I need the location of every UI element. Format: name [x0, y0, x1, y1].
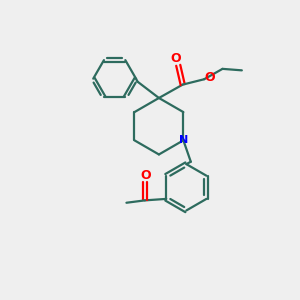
Text: O: O [170, 52, 181, 65]
Text: N: N [179, 135, 188, 145]
Text: O: O [140, 169, 151, 182]
Text: O: O [204, 71, 215, 84]
